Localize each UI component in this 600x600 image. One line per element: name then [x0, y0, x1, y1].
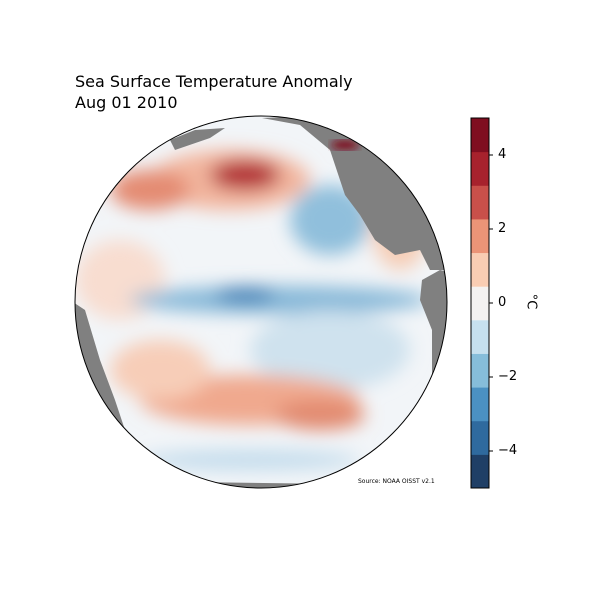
colorbar-label: °C [523, 293, 539, 310]
cool-anomaly-california [290, 185, 370, 255]
colorbar-band [471, 151, 489, 186]
colorbar-band [471, 454, 489, 489]
cool-anomaly-equatorial [130, 286, 430, 314]
colorbar-band [471, 118, 489, 153]
colorbar-band [471, 252, 489, 287]
colorbar-tick-label: −2 [498, 369, 518, 384]
colorbar-band [471, 286, 489, 321]
map-subtitle: Aug 01 2010 [75, 93, 178, 112]
colorbar-band [471, 319, 489, 354]
globe-outline [74, 115, 448, 489]
colorbar-band [471, 420, 489, 455]
colorbar-band [471, 218, 489, 254]
colorbar-band [471, 353, 489, 388]
colorbar-tick-label: 4 [498, 147, 507, 162]
colorbar-tick-label: 2 [498, 221, 507, 236]
colorbar-band [471, 185, 489, 220]
land-aleutians [170, 128, 225, 150]
colorbar-band [471, 387, 489, 422]
source-credit: Source: NOAA OISST v2.1 [358, 478, 435, 485]
colorbar-tick-label: 0 [498, 295, 507, 310]
map-title: Sea Surface Temperature Anomaly [75, 72, 353, 91]
colorbar-tick-label: −4 [498, 443, 518, 458]
